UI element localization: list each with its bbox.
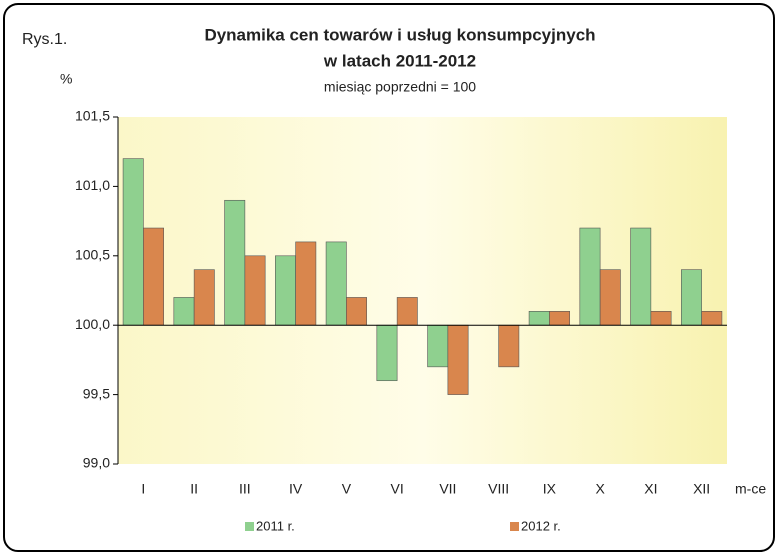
x-tick-label: IV bbox=[289, 481, 303, 497]
chart-title: w latach 2011-2012 bbox=[323, 51, 476, 70]
bar bbox=[193, 269, 215, 326]
figure-label: Rys.1. bbox=[22, 31, 67, 48]
bar bbox=[143, 227, 164, 326]
bar bbox=[396, 297, 418, 326]
bar bbox=[498, 324, 520, 368]
legend-label: 2011 r. bbox=[256, 518, 295, 533]
y-axis-label: % bbox=[60, 71, 72, 87]
bar bbox=[630, 227, 652, 326]
y-tick-label: 99,0 bbox=[83, 455, 110, 471]
legend-label: 2012 r. bbox=[521, 518, 561, 533]
y-tick-label: 100,5 bbox=[75, 247, 110, 263]
x-tick-label: V bbox=[342, 481, 352, 497]
x-tick-label: XI bbox=[644, 481, 657, 497]
x-tick-label: I bbox=[141, 481, 145, 497]
y-tick-label: 100,0 bbox=[75, 316, 110, 332]
bar bbox=[579, 227, 601, 326]
chart-subtitle: miesiąc poprzedni = 100 bbox=[324, 79, 476, 95]
x-tick-label: II bbox=[190, 481, 198, 497]
y-tick-label: 101,0 bbox=[75, 177, 110, 193]
bar bbox=[549, 311, 570, 326]
x-tick-label: VII bbox=[439, 481, 456, 497]
bar bbox=[325, 241, 347, 326]
x-axis-label: m-ce bbox=[735, 481, 766, 497]
bar bbox=[295, 241, 317, 326]
bar bbox=[224, 199, 246, 326]
x-tick-label: VI bbox=[391, 481, 404, 497]
plot-area bbox=[118, 117, 727, 464]
bar bbox=[681, 269, 702, 326]
bar bbox=[173, 297, 195, 326]
bar bbox=[599, 269, 621, 326]
bar bbox=[376, 324, 398, 382]
x-tick-label: VIII bbox=[488, 481, 509, 497]
legend-swatch bbox=[245, 522, 254, 531]
y-tick-label: 99,5 bbox=[83, 385, 110, 401]
bar bbox=[244, 255, 266, 326]
x-tick-label: III bbox=[239, 481, 251, 497]
bar bbox=[427, 324, 449, 368]
x-tick-label: X bbox=[595, 481, 605, 497]
chart-title: Dynamika cen towarów i usług konsumpcyjn… bbox=[204, 25, 595, 44]
x-tick-label: XII bbox=[693, 481, 710, 497]
bar bbox=[346, 297, 367, 326]
y-tick-label: 101,5 bbox=[75, 108, 110, 124]
bar bbox=[528, 311, 550, 326]
bar bbox=[701, 311, 723, 326]
legend-swatch bbox=[510, 522, 519, 531]
bar bbox=[275, 255, 296, 326]
bar bbox=[447, 324, 469, 395]
bar bbox=[650, 311, 672, 326]
x-tick-label: IX bbox=[543, 481, 557, 497]
bar bbox=[122, 158, 144, 326]
